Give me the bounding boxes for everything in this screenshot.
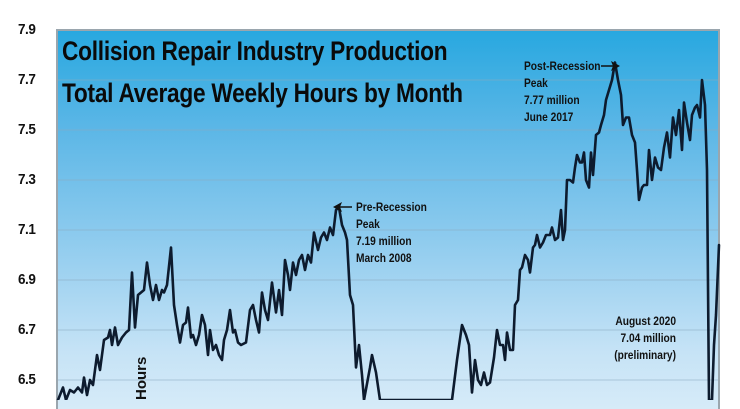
annotation-line: Peak [524, 76, 548, 90]
chart-subtitle: Total Average Weekly Hours by Month [62, 78, 463, 108]
data-line [56, 61, 721, 400]
y-tick-label: 7.3 [18, 171, 36, 188]
annotation-line: March 2008 [356, 251, 412, 265]
arrow-icon [333, 202, 352, 212]
annotation-line: August 2020 [615, 314, 676, 328]
post-recession-annotation: Post-Recession Peak 7.77 million June 20… [524, 58, 601, 126]
pre-recession-annotation: Pre-Recession Peak 7.19 million March 20… [356, 199, 427, 267]
annotation-line: Peak [356, 217, 380, 231]
chart-title: Collision Repair Industry Production [62, 36, 448, 66]
y-axis-label: Hours [133, 356, 150, 400]
y-tick-label: 7.9 [18, 21, 36, 38]
annotation-line: Post-Recession [524, 59, 601, 73]
y-tick-label: 6.5 [18, 371, 36, 388]
y-tick-label: 6.7 [18, 321, 36, 338]
august-2020-annotation: August 2020 7.04 million (preliminary) [603, 313, 676, 364]
annotation-line: 7.77 million [524, 93, 580, 107]
y-tick-label: 7.1 [18, 221, 36, 238]
annotation-line: Pre-Recession [356, 200, 427, 214]
annotation-line: June 2017 [524, 110, 574, 124]
annotation-line: 7.04 million [620, 331, 676, 345]
annotation-line: (preliminary) [614, 348, 676, 362]
annotation-line: 7.19 million [356, 234, 412, 248]
arrow-icon [601, 61, 620, 71]
y-tick-label: 7.5 [18, 121, 36, 138]
chart: 7.9 7.7 7.5 7.3 7.1 6.9 6.7 6.5 Collisio… [18, 21, 721, 409]
y-tick-label: 7.7 [18, 71, 36, 88]
y-tick-label: 6.9 [18, 271, 36, 288]
plot-svg [56, 61, 721, 400]
